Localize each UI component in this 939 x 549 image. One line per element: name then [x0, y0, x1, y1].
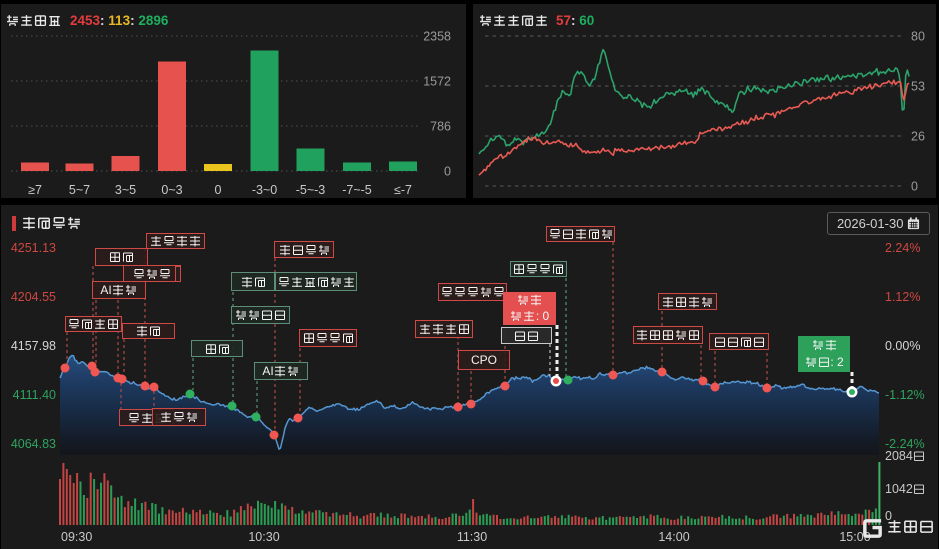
svg-text:-7~-5: -7~-5 — [342, 183, 372, 197]
svg-text:1572: 1572 — [423, 75, 451, 89]
svg-text:0: 0 — [911, 180, 918, 194]
svg-text:2358: 2358 — [423, 30, 451, 44]
svg-text:11:30: 11:30 — [457, 530, 487, 544]
svg-text:26: 26 — [911, 130, 925, 144]
svg-text:80: 80 — [911, 30, 925, 44]
svg-text:14:00: 14:00 — [658, 530, 689, 544]
svg-text:53: 53 — [911, 80, 925, 94]
svg-text:0: 0 — [215, 183, 222, 197]
svg-text:-5~-3: -5~-3 — [296, 183, 326, 197]
svg-text:≥7: ≥7 — [28, 183, 42, 197]
svg-text:10:30: 10:30 — [248, 530, 279, 544]
svg-text:≤-7: ≤-7 — [394, 183, 412, 197]
svg-text:-3~0: -3~0 — [252, 183, 277, 197]
svg-text:3~5: 3~5 — [115, 183, 136, 197]
svg-text:5~7: 5~7 — [69, 183, 90, 197]
svg-text:09:30: 09:30 — [61, 530, 92, 544]
svg-text:786: 786 — [430, 120, 451, 134]
svg-text:15:00: 15:00 — [839, 530, 870, 544]
svg-text:0: 0 — [444, 165, 451, 179]
svg-text:0~3: 0~3 — [161, 183, 182, 197]
